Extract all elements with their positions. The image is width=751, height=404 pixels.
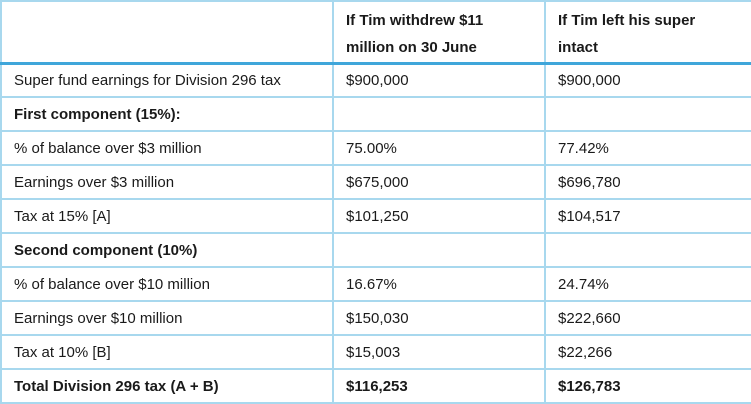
row-label: Tax at 15% [A] [0,198,334,234]
table-row-pct-over-10m: % of balance over $10 million 16.67% 24.… [0,266,751,302]
row-label: % of balance over $10 million [0,266,334,302]
row-label: Second component (10%) [0,232,334,268]
value-withdrew: $150,030 [332,300,546,336]
table-row-tax-at-10: Tax at 10% [B] $15,003 $22,266 [0,334,751,370]
value-intact: $222,660 [544,300,751,336]
header-cell-scenario-withdrew: If Tim withdrew $11 million on 30 June [332,0,546,65]
table-row-pct-over-3m: % of balance over $3 million 75.00% 77.4… [0,130,751,166]
table-row-earnings-over-3m: Earnings over $3 million $675,000 $696,7… [0,164,751,200]
value-intact [544,232,751,268]
row-label: Super fund earnings for Division 296 tax [0,62,334,98]
value-intact: $696,780 [544,164,751,200]
row-label: First component (15%): [0,96,334,132]
value-withdrew: $675,000 [332,164,546,200]
value-withdrew: 16.67% [332,266,546,302]
header-cell-scenario-intact: If Tim left his super intact [544,0,751,65]
value-withdrew: $900,000 [332,62,546,98]
value-withdrew [332,232,546,268]
value-withdrew: $116,253 [332,368,546,404]
value-withdrew: $15,003 [332,334,546,370]
row-label: Tax at 10% [B] [0,334,334,370]
value-intact: $104,517 [544,198,751,234]
row-label: Total Division 296 tax (A + B) [0,368,334,404]
value-intact [544,96,751,132]
row-label: Earnings over $10 million [0,300,334,336]
table-row-second-component-heading: Second component (10%) [0,232,751,268]
table-row-earnings-over-10m: Earnings over $10 million $150,030 $222,… [0,300,751,336]
value-withdrew: 75.00% [332,130,546,166]
row-label: % of balance over $3 million [0,130,334,166]
value-intact: 77.42% [544,130,751,166]
table-row-total-division-296-tax: Total Division 296 tax (A + B) $116,253 … [0,368,751,404]
header-row: If Tim withdrew $11 million on 30 June I… [0,0,751,65]
value-withdrew [332,96,546,132]
table-row-super-fund-earnings: Super fund earnings for Division 296 tax… [0,62,751,98]
table-row-tax-at-15: Tax at 15% [A] $101,250 $104,517 [0,198,751,234]
value-withdrew: $101,250 [332,198,546,234]
value-intact: 24.74% [544,266,751,302]
row-label: Earnings over $3 million [0,164,334,200]
value-intact: $126,783 [544,368,751,404]
value-intact: $900,000 [544,62,751,98]
header-cell-label-column [0,0,334,65]
table-row-first-component-heading: First component (15%): [0,96,751,132]
value-intact: $22,266 [544,334,751,370]
